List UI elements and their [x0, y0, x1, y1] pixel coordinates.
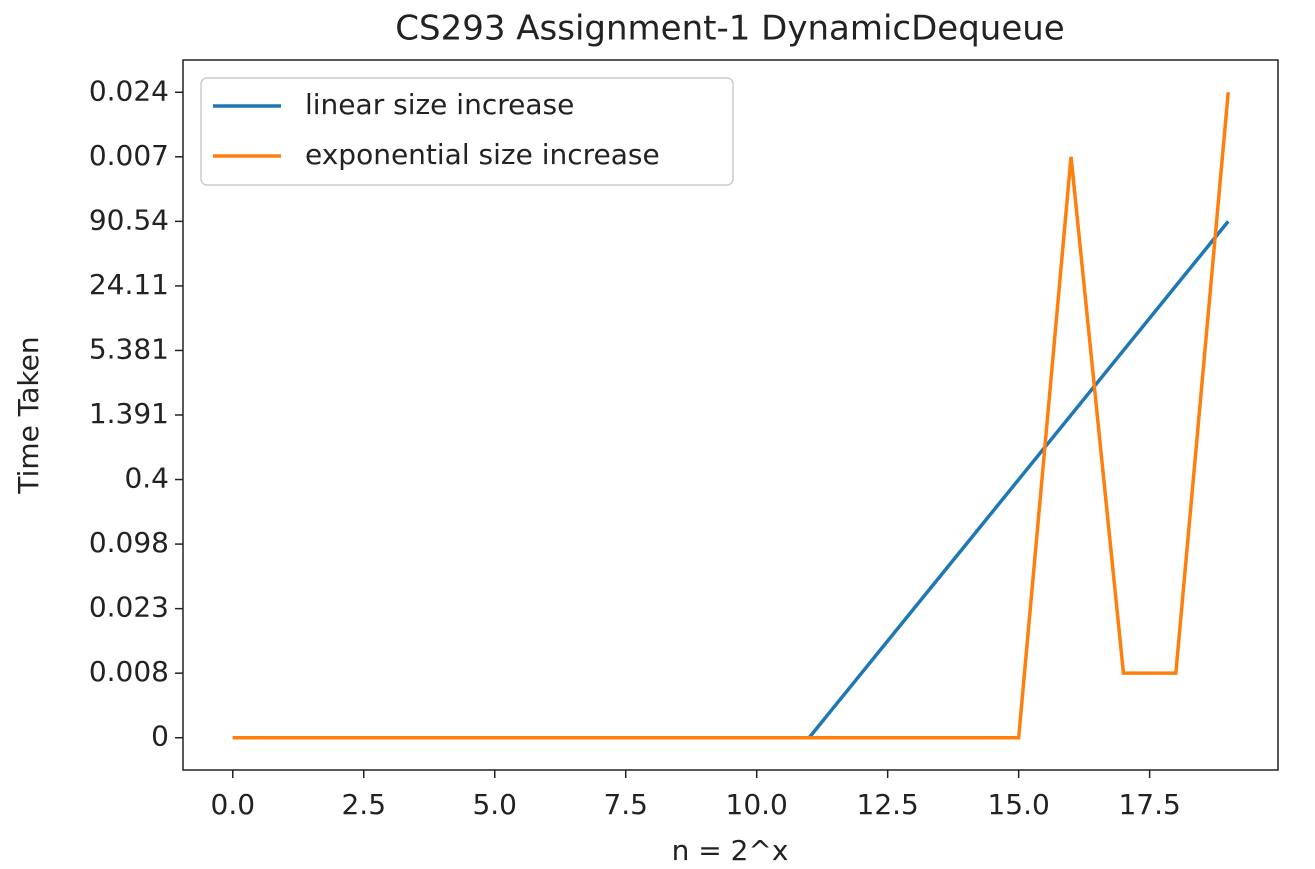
y-tick-label: 24.11 — [89, 268, 169, 301]
x-tick-label: 10.0 — [726, 788, 788, 821]
y-tick-label: 0.008 — [89, 655, 169, 688]
x-tick-label: 15.0 — [987, 788, 1049, 821]
y-tick-label: 1.391 — [89, 397, 169, 430]
y-tick-label: 0.098 — [89, 526, 169, 559]
series-line — [232, 92, 1230, 740]
x-tick-label: 17.5 — [1118, 788, 1180, 821]
legend-label: exponential size increase — [305, 138, 660, 171]
y-tick-label: 0.4 — [124, 462, 169, 495]
x-tick-label: 5.0 — [472, 788, 517, 821]
y-tick-label: 0.024 — [89, 74, 169, 107]
x-tick-label: 2.5 — [341, 788, 386, 821]
legend-box — [200, 77, 734, 186]
y-tick-label: 5.381 — [89, 332, 169, 365]
plot-frame — [182, 59, 1279, 771]
y-tick-label: 0.007 — [89, 139, 169, 172]
y-tick-label: 90.54 — [89, 203, 169, 236]
y-axis-label: Time Taken — [12, 336, 45, 494]
legend-label: linear size increase — [305, 88, 574, 121]
y-tick-label: 0.023 — [89, 591, 169, 624]
x-tick-label: 7.5 — [603, 788, 648, 821]
y-tick-label: 0 — [151, 720, 169, 753]
x-axis-label: n = 2^x — [672, 834, 789, 865]
x-tick-label: 12.5 — [857, 788, 919, 821]
x-tick-label: 0.0 — [211, 788, 256, 821]
series-line — [232, 220, 1230, 740]
chart-title: CS293 Assignment-1 DynamicDequeue — [395, 9, 1064, 49]
